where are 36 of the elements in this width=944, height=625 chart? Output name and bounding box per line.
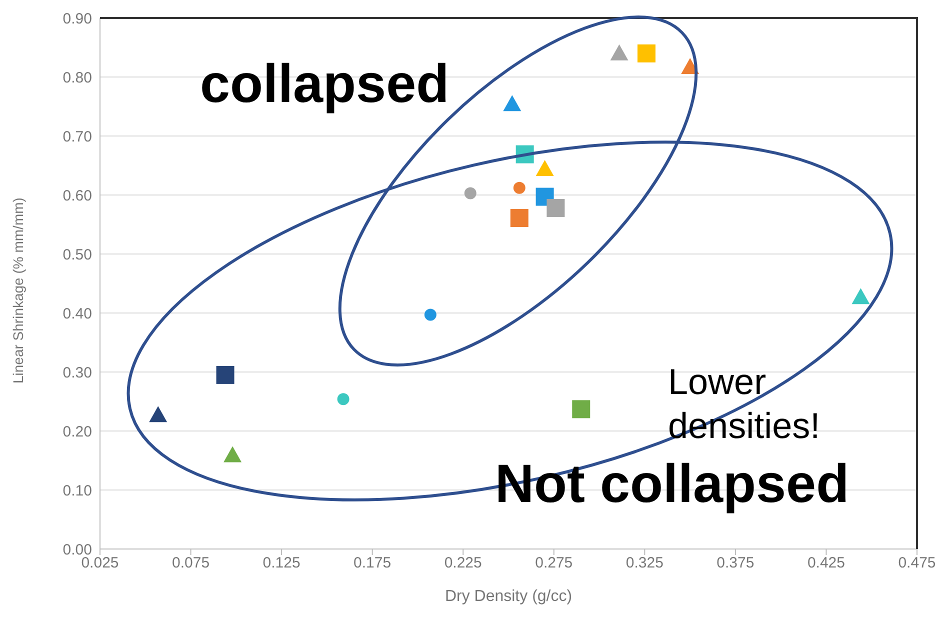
point <box>852 288 870 304</box>
point <box>546 198 565 217</box>
x-tick-label: 0.225 <box>444 554 482 572</box>
y-tick-label: 0.10 <box>62 482 92 500</box>
y-tick-label: 0.50 <box>62 246 92 264</box>
y-axis-title: Linear Shrinkage (% mm/mm) <box>10 198 26 384</box>
y-tick-label: 0.20 <box>62 423 92 440</box>
x-tick-label: 0.475 <box>898 554 936 572</box>
y-tick-label: 0.30 <box>62 364 92 382</box>
point <box>510 209 528 228</box>
point <box>216 366 234 384</box>
x-tick-label: 0.075 <box>172 554 210 572</box>
x-axis-title: Dry Density (g/cc) <box>444 588 572 605</box>
point <box>610 44 628 60</box>
x-tick-label: 0.275 <box>535 554 573 572</box>
x-tick-label: 0.425 <box>807 554 845 572</box>
x-tick-label: 0.375 <box>716 554 754 572</box>
x-tick-label: 0.175 <box>354 554 392 572</box>
y-tick-label: 0.90 <box>62 10 92 28</box>
point <box>337 393 350 406</box>
point <box>424 308 436 321</box>
y-tick-label: 0.60 <box>62 187 92 204</box>
x-tick-label: 0.125 <box>262 554 300 572</box>
point <box>464 187 476 200</box>
point <box>224 446 242 462</box>
x-tick-label: 0.325 <box>626 554 664 572</box>
annotation: collapsed <box>200 53 450 115</box>
point <box>513 182 526 194</box>
point <box>572 400 590 418</box>
point <box>149 406 168 422</box>
point <box>503 95 522 112</box>
point <box>536 160 554 176</box>
y-tick-label: 0.40 <box>62 305 92 322</box>
y-tick-label: 0.70 <box>62 128 92 146</box>
y-tick-label: 0.80 <box>62 69 92 86</box>
point <box>637 44 656 62</box>
